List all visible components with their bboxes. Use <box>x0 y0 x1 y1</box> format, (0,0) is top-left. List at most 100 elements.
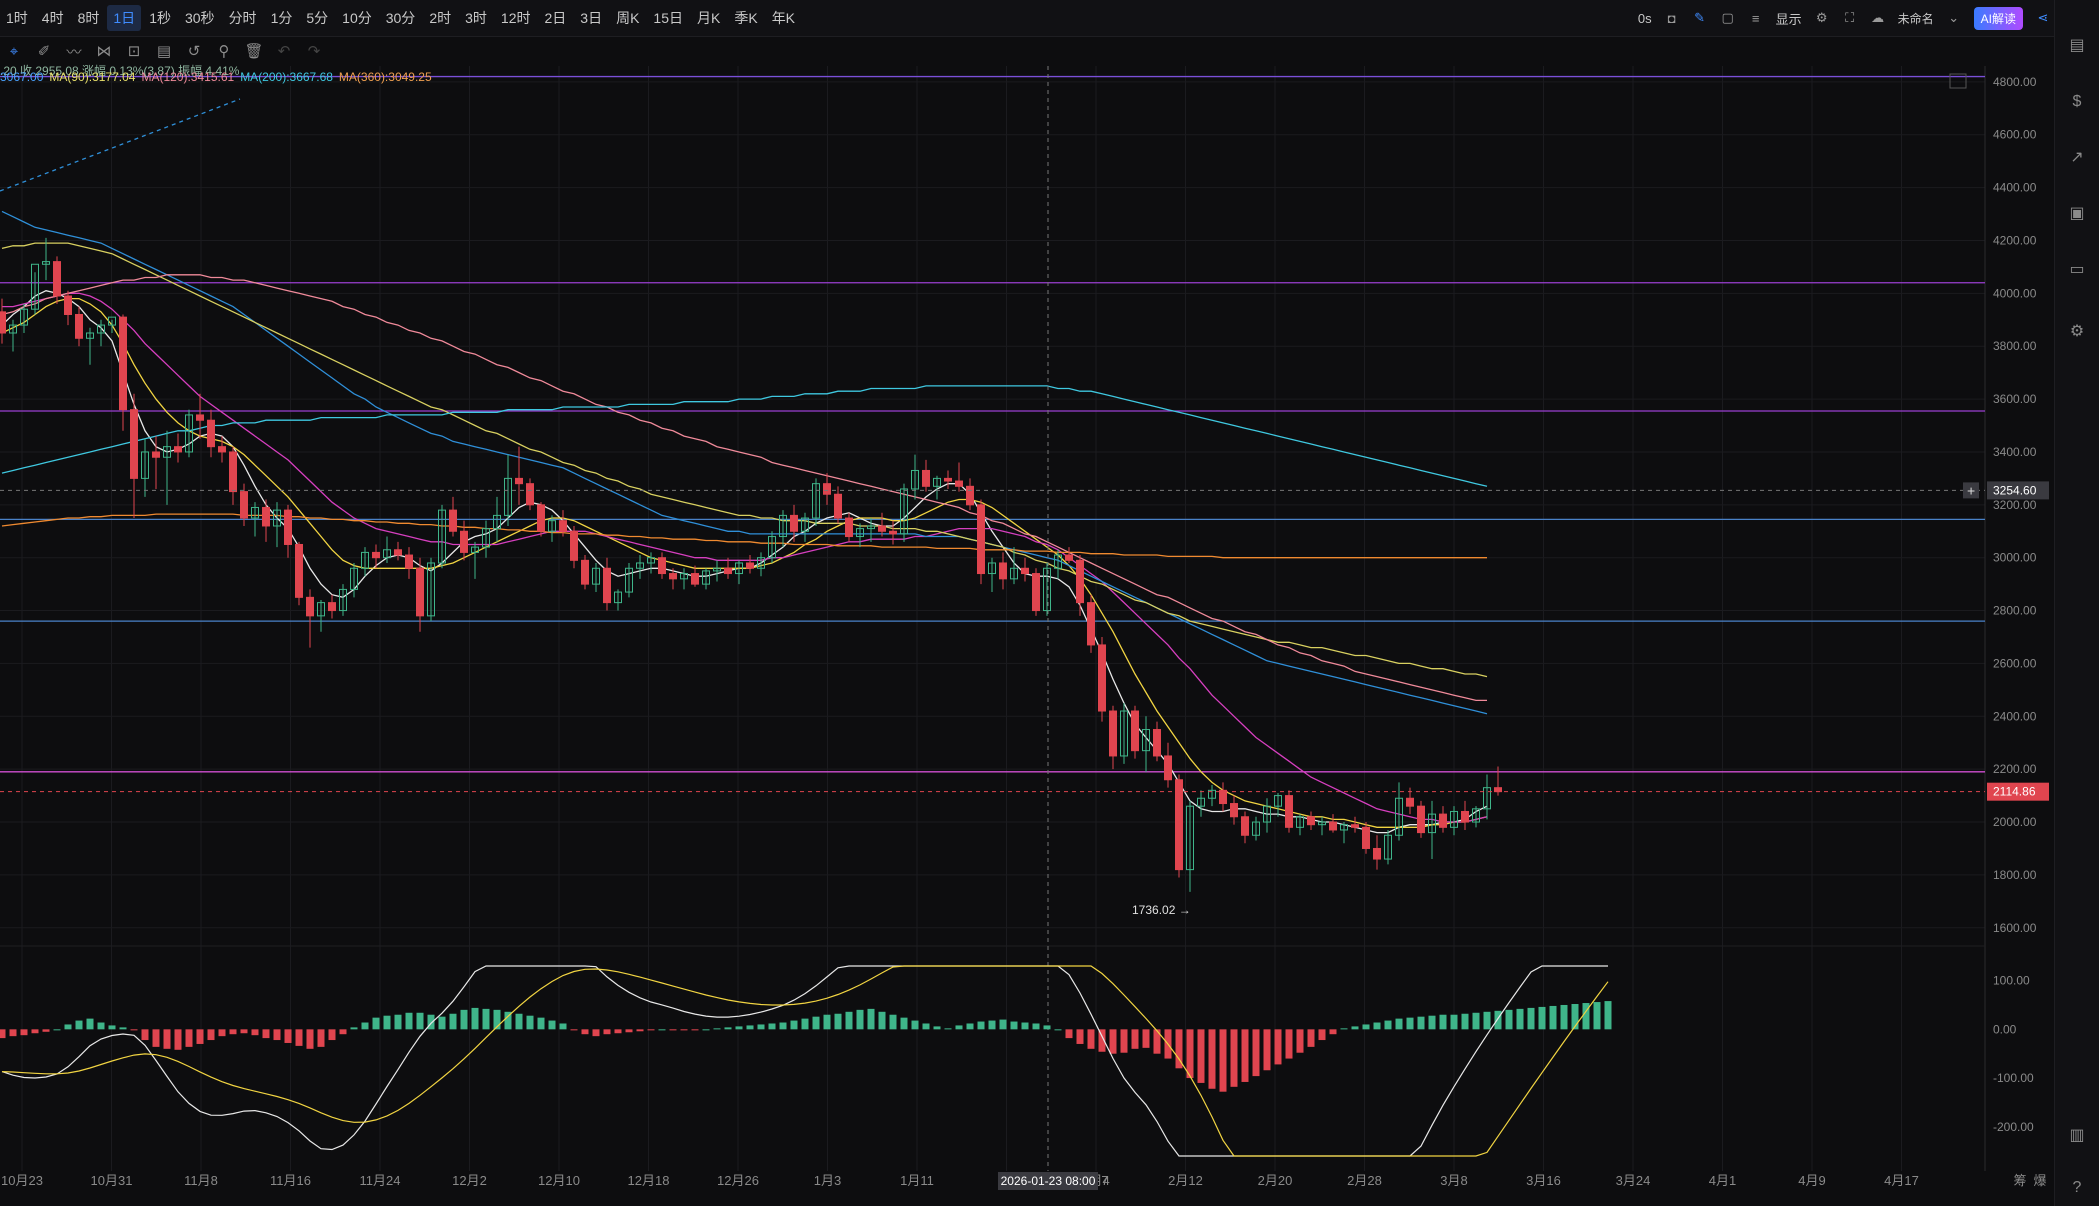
layout-name-dropdown[interactable]: 未命名 <box>1897 11 1934 26</box>
macd-histogram-bar <box>1142 1029 1150 1048</box>
trash-icon[interactable]: 🗑 <box>244 43 264 60</box>
macd-histogram-bar <box>394 1014 402 1030</box>
timeframe-5[interactable]: 30秒 <box>184 10 215 26</box>
macd-histogram-bar <box>53 1029 61 1031</box>
candle-body <box>405 554 413 569</box>
macd-histogram-bar <box>768 1023 776 1030</box>
monitor-icon[interactable]: ▣ <box>2069 205 2085 222</box>
wallet-icon[interactable]: ▭ <box>2069 261 2085 278</box>
timeframe-15[interactable]: 3日 <box>580 10 603 26</box>
candle-body <box>1351 824 1359 828</box>
macd-histogram-bar <box>999 1019 1007 1030</box>
layout-icon[interactable]: ▥ <box>2069 1127 2085 1144</box>
tools-icon[interactable]: ⚙ <box>2069 323 2085 340</box>
candle-body <box>812 483 820 519</box>
time-tick-label: 10月23 <box>1 1173 43 1188</box>
candle-body <box>581 559 589 585</box>
price-tick-label: 3600.00 <box>1993 392 2037 406</box>
timeframe-4[interactable]: 1秒 <box>149 10 171 26</box>
timeframe-17[interactable]: 15日 <box>653 10 683 26</box>
macd-histogram-bar <box>1197 1029 1205 1083</box>
pattern-icon[interactable]: ⋈ <box>96 43 112 60</box>
macd-histogram-bar <box>405 1012 413 1030</box>
candle-body <box>1032 573 1040 612</box>
timeframe-1[interactable]: 4时 <box>41 10 64 26</box>
candle-body <box>1450 810 1458 828</box>
display-button[interactable]: 显示 <box>1775 11 1802 27</box>
timeframe-14[interactable]: 2日 <box>544 10 567 26</box>
candle-body <box>1373 847 1381 860</box>
macd-histogram-bar <box>1076 1029 1084 1044</box>
timeframe-2[interactable]: 8时 <box>77 10 100 26</box>
chevron-down-icon[interactable]: ⌄ <box>1948 10 1960 25</box>
macd-histogram-bar <box>1593 1002 1601 1030</box>
candle-body <box>207 419 215 448</box>
macd-histogram-bar <box>1186 1029 1194 1079</box>
timeframe-3[interactable]: 1日 <box>107 5 142 31</box>
timeframe-11[interactable]: 2时 <box>429 10 452 26</box>
candlestick-chart[interactable]: 4800.00 4600.00 4400.00 4200.00 4000.00 3800.… <box>0 66 2055 1206</box>
price-tick-label: 2000.00 <box>1993 815 2037 829</box>
dollar-icon[interactable]: $ <box>2072 93 2082 110</box>
list-icon[interactable]: ≡ <box>1751 10 1760 26</box>
time-tick-label: 12月26 <box>717 1173 759 1188</box>
candle-body <box>1329 821 1337 831</box>
timeframe-13[interactable]: 12时 <box>500 10 531 26</box>
candle-body <box>779 514 787 538</box>
undo-icon[interactable]: ↶ <box>277 43 291 60</box>
timeframe-9[interactable]: 10分 <box>342 10 372 26</box>
candle-body <box>328 602 336 612</box>
pencil-icon[interactable]: ✐ <box>37 43 51 60</box>
document-icon[interactable]: ▤ <box>2069 37 2085 54</box>
camera-icon[interactable]: ◘ <box>1667 10 1676 26</box>
macd-histogram-bar <box>1043 1025 1051 1030</box>
redo-icon[interactable]: ↷ <box>307 43 321 60</box>
time-tick-label: 1月3 <box>814 1173 841 1188</box>
timeframe-16[interactable]: 周K <box>616 10 640 26</box>
candle-body <box>185 414 193 453</box>
timeframe-7[interactable]: 1分 <box>270 10 293 26</box>
timeframe-20[interactable]: 年K <box>771 10 796 26</box>
timeframe-12[interactable]: 3时 <box>465 10 487 26</box>
crosshair-plus-glyph: + <box>1967 482 1975 498</box>
macd-dif-line <box>1 965 1608 1157</box>
candle-body <box>383 549 391 559</box>
macd-histogram-bar <box>702 1029 710 1031</box>
timeframe-8[interactable]: 5分 <box>306 10 329 26</box>
gear-icon[interactable]: ⚙ <box>1815 10 1828 25</box>
macd-histogram-bar <box>482 1008 490 1030</box>
trend-icon[interactable]: ↗ <box>2070 149 2084 166</box>
cursor-icon[interactable]: ⌖ <box>9 42 19 60</box>
timeframe-19[interactable]: 季K <box>734 10 758 26</box>
magnet-icon[interactable]: ↺ <box>187 43 201 60</box>
pen-icon[interactable]: ✎ <box>1694 10 1706 25</box>
macd-histogram-bar <box>911 1020 919 1030</box>
macd-histogram-bar <box>64 1024 72 1030</box>
timeframe-0[interactable]: 1时 <box>6 10 28 26</box>
ai-analysis-button[interactable]: AI解读 <box>1973 6 2023 30</box>
macd-histogram-bar <box>603 1029 611 1035</box>
help-icon[interactable]: ? <box>2072 1179 2082 1196</box>
crosshair-plus-icon <box>1963 482 1979 499</box>
macd-histogram-bar <box>504 1011 512 1030</box>
timeframe-18[interactable]: 月K <box>697 10 721 26</box>
candle-body <box>1054 554 1062 569</box>
macd-histogram-bar <box>251 1029 259 1036</box>
fullscreen-icon[interactable]: ⛶ <box>1845 10 1855 25</box>
macd-histogram-bar <box>493 1009 501 1030</box>
candle-body <box>295 543 303 598</box>
share-icon[interactable]: ⋖ <box>2037 10 2049 25</box>
measure-icon[interactable]: ⊡ <box>127 43 141 60</box>
price-tick-label: 4000.00 <box>1993 286 2037 300</box>
filter-icon[interactable]: ⚲ <box>218 43 230 60</box>
timeframe-6[interactable]: 分时 <box>228 10 257 26</box>
note-icon[interactable]: ▤ <box>156 43 172 60</box>
brush-icon[interactable]: 〰 <box>66 43 82 61</box>
crosshair-time-tag <box>998 1172 1098 1190</box>
candle-body <box>1120 710 1128 757</box>
bookmark-icon[interactable]: ▢ <box>1721 10 1734 25</box>
timeframe-10[interactable]: 30分 <box>385 10 416 26</box>
candle-body <box>680 573 688 580</box>
crosshair-price-label: 3254.60 <box>1993 483 2037 497</box>
candle-body <box>1252 821 1260 836</box>
